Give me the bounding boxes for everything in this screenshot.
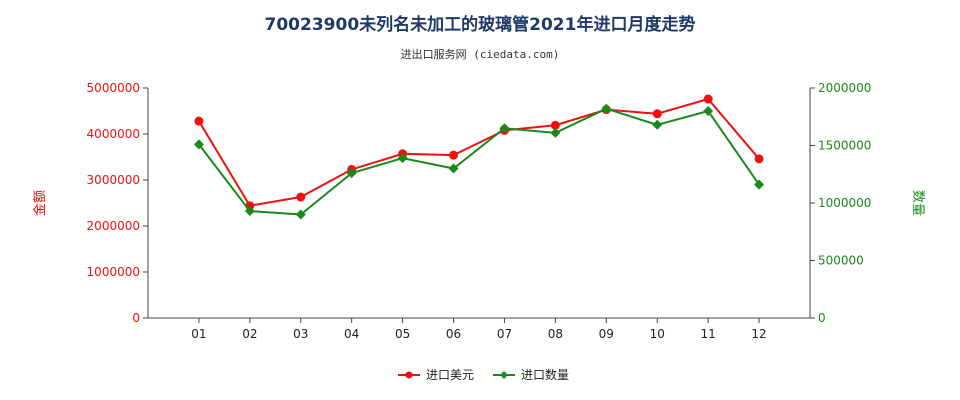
left-axis-tick-label: 3000000	[87, 173, 140, 187]
chart-axes: 0100000020000003000000400000050000000500…	[32, 81, 925, 341]
x-axis-tick-label: 09	[599, 327, 614, 341]
x-axis-tick-label: 07	[497, 327, 512, 341]
series-point	[448, 163, 459, 174]
series-point	[193, 139, 204, 150]
right-axis-tick-label: 1500000	[818, 139, 871, 153]
series-point	[550, 127, 561, 138]
series-point	[703, 106, 714, 116]
left-axis-tick-label: 5000000	[87, 81, 140, 95]
chart-lines	[193, 94, 765, 220]
series-point	[194, 116, 204, 126]
legend-swatch-marker	[405, 371, 413, 379]
right-axis-tick-label: 0	[818, 311, 826, 325]
x-axis-tick-label: 02	[242, 327, 257, 341]
right-axis-tick-label: 500000	[818, 254, 864, 268]
left-axis-tick-label: 0	[132, 311, 140, 325]
x-axis-tick-label: 05	[395, 327, 410, 341]
right-axis-tick-label: 2000000	[818, 81, 871, 95]
series-point	[703, 94, 713, 104]
right-axis-title: 数量	[910, 190, 925, 216]
series-point	[295, 209, 306, 220]
left-axis-tick-label: 2000000	[87, 219, 140, 233]
chart-subtitle: 进出口服务网 (ciedata.com)	[400, 48, 560, 61]
series-line-0	[198, 97, 760, 207]
series-point	[346, 168, 357, 179]
series-point	[397, 153, 408, 164]
legend-swatch-marker	[500, 371, 508, 379]
x-axis-tick-label: 04	[344, 327, 359, 341]
chart-legend: 进口美元 进口数量	[398, 367, 569, 382]
left-axis-title: 金额	[32, 190, 48, 216]
x-axis-tick-label: 01	[191, 327, 206, 341]
series-point	[550, 120, 560, 130]
series-point	[652, 119, 663, 130]
x-axis-tick-label: 12	[751, 327, 766, 341]
legend-label: 进口数量	[521, 367, 569, 382]
x-axis-tick-label: 10	[650, 327, 665, 341]
series-point	[652, 109, 662, 119]
chart-title: 70023900未列名未加工的玻璃管2021年进口月度走势	[264, 15, 696, 35]
x-axis-tick-label: 08	[548, 327, 563, 341]
left-axis-tick-label: 1000000	[87, 265, 140, 279]
series-point	[244, 206, 255, 217]
right-axis-tick-label: 1000000	[818, 196, 871, 210]
series-point	[296, 192, 306, 202]
series-line-1	[198, 107, 760, 216]
x-axis-tick-label: 11	[701, 327, 716, 341]
series-point	[601, 103, 612, 114]
series-point	[449, 150, 459, 160]
series-point	[754, 154, 764, 164]
x-axis-tick-label: 06	[446, 327, 461, 341]
series-point	[499, 123, 510, 134]
left-axis-tick-label: 4000000	[87, 127, 140, 141]
series-point	[754, 179, 765, 190]
x-axis-tick-label: 03	[293, 327, 308, 341]
legend-label: 进口美元	[426, 368, 474, 382]
